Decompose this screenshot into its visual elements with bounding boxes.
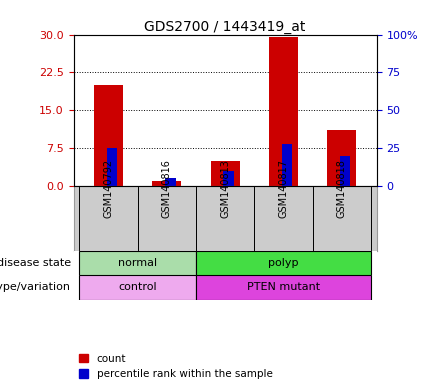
Text: genotype/variation: genotype/variation (0, 282, 71, 292)
Text: normal: normal (118, 258, 157, 268)
Text: GSM140792: GSM140792 (103, 159, 113, 218)
Text: GSM140813: GSM140813 (220, 159, 230, 218)
Bar (254, 186, 313, 251)
Bar (94, 85, 123, 186)
Text: control: control (118, 282, 157, 292)
Bar (340, 156, 350, 186)
Text: GSM140816: GSM140816 (162, 159, 172, 218)
Text: PTEN mutant: PTEN mutant (247, 282, 320, 292)
Bar (269, 37, 298, 186)
Legend: count, percentile rank within the sample: count, percentile rank within the sample (79, 354, 272, 379)
Bar (210, 161, 240, 186)
Bar (107, 148, 117, 186)
Bar (223, 171, 234, 186)
Bar (79, 251, 196, 275)
Text: polyp: polyp (268, 258, 299, 268)
Bar (282, 144, 292, 186)
Bar (152, 181, 181, 186)
Bar (79, 186, 138, 251)
Text: GSM140817: GSM140817 (278, 159, 288, 218)
Bar (196, 275, 371, 300)
Bar (138, 186, 196, 251)
Bar (165, 179, 176, 186)
Text: GSM140818: GSM140818 (337, 159, 347, 218)
Bar (196, 186, 254, 251)
Text: disease state: disease state (0, 258, 71, 268)
Bar (327, 131, 356, 186)
Title: GDS2700 / 1443419_at: GDS2700 / 1443419_at (145, 20, 306, 33)
Bar (313, 186, 371, 251)
Bar (79, 275, 196, 300)
Bar (196, 251, 371, 275)
